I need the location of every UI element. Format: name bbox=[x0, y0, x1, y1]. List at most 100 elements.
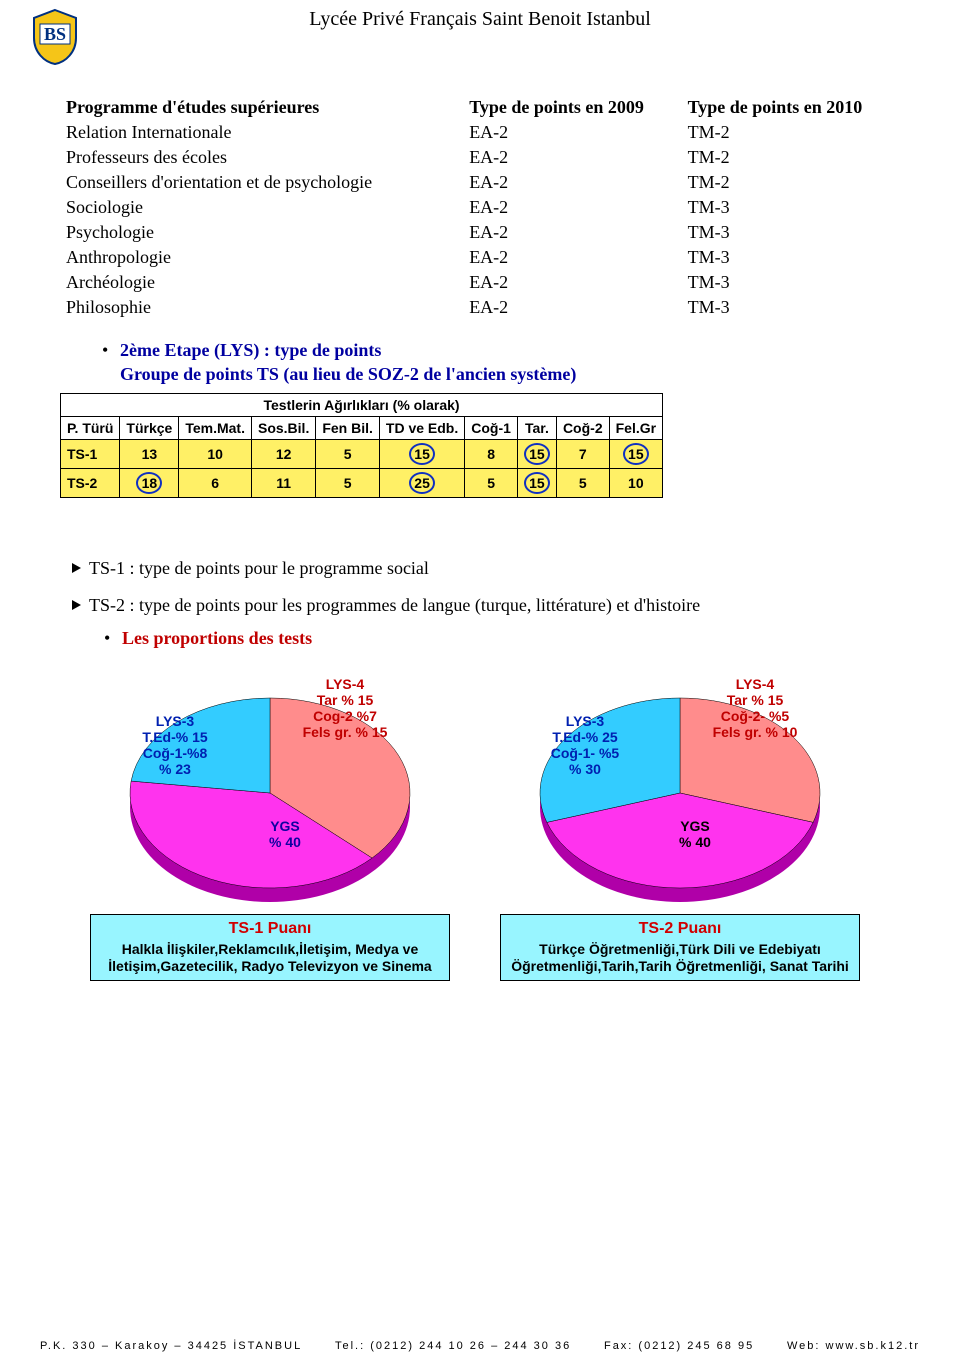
weights-cell: 12 bbox=[251, 439, 315, 468]
triangle-bullet-icon bbox=[72, 600, 81, 610]
weights-cell: 10 bbox=[609, 468, 662, 497]
table-cell: EA-2 bbox=[463, 195, 681, 220]
weights-row: TS-11310125 15 8 15 7 15 bbox=[61, 439, 663, 468]
weights-col: TD ve Edb. bbox=[379, 416, 464, 439]
footer-address: P.K. 330 – Karakoy – 34425 İSTANBUL bbox=[40, 1340, 302, 1352]
weights-row: TS-218611525515510 bbox=[61, 468, 663, 497]
table-cell: Philosophie bbox=[60, 295, 463, 320]
weights-title: Testlerin Ağırlıkları (% olarak) bbox=[61, 393, 663, 416]
weights-row-label: TS-2 bbox=[61, 468, 120, 497]
weights-col: Tem.Mat. bbox=[179, 416, 252, 439]
pie-slice-label: YGS% 40 bbox=[225, 818, 345, 850]
table-cell: TM-3 bbox=[682, 220, 900, 245]
weights-table: Testlerin Ağırlıkları (% olarak) P. Türü… bbox=[60, 393, 663, 498]
weights-cell: 13 bbox=[120, 439, 179, 468]
weights-cell: 15 bbox=[517, 468, 556, 497]
page-footer: P.K. 330 – Karakoy – 34425 İSTANBUL Tel.… bbox=[0, 1340, 960, 1352]
weights-cell: 10 bbox=[179, 439, 252, 468]
table-row: Conseillers d'orientation et de psycholo… bbox=[60, 170, 900, 195]
table-cell: EA-2 bbox=[463, 120, 681, 145]
table-row: PsychologieEA-2TM-3 bbox=[60, 220, 900, 245]
table-cell: Archéologie bbox=[60, 270, 463, 295]
table-row: AnthropologieEA-2TM-3 bbox=[60, 245, 900, 270]
ts2-desc: TS-2 : type de points pour les programme… bbox=[89, 595, 700, 615]
pie-caption-body: Halkla İlişkiler,Reklamcılık,İletişim, M… bbox=[108, 941, 431, 975]
table-cell: TM-3 bbox=[682, 270, 900, 295]
col-programme: Programme d'études supérieures bbox=[60, 95, 463, 120]
school-logo: BS bbox=[30, 8, 80, 66]
circled-value: 15 bbox=[524, 443, 550, 465]
weights-row-label: TS-1 bbox=[61, 439, 120, 468]
weights-cell: 18 bbox=[120, 468, 179, 497]
pie-chart: LYS-4Tar % 15Cog-2 %7Fels gr. % 15 YGS% 4… bbox=[90, 668, 450, 981]
table-cell: Conseillers d'orientation et de psycholo… bbox=[60, 170, 463, 195]
weights-col: Coğ-1 bbox=[465, 416, 518, 439]
page-title: Lycée Privé Français Saint Benoit Istanb… bbox=[60, 0, 900, 35]
triangle-bullet-icon bbox=[72, 563, 81, 573]
pie-chart: LYS-4Tar % 15Coğ-2- %5Fels gr. % 10 YGS% … bbox=[500, 668, 860, 981]
table-cell: TM-2 bbox=[682, 120, 900, 145]
table-cell: Professeurs des écoles bbox=[60, 145, 463, 170]
table-cell: Anthropologie bbox=[60, 245, 463, 270]
pie-slice-label: LYS-4Tar % 15Coğ-2- %5Fels gr. % 10 bbox=[685, 676, 825, 740]
ts1-desc: TS-1 : type de points pour le programme … bbox=[89, 558, 429, 578]
pie-caption-title: TS-2 Puanı bbox=[507, 919, 853, 939]
proportions-title: Les proportions des tests bbox=[122, 628, 312, 648]
weights-cell: 11 bbox=[251, 468, 315, 497]
table-cell: EA-2 bbox=[463, 220, 681, 245]
footer-tel: Tel.: (0212) 244 10 26 – 244 30 36 bbox=[335, 1340, 571, 1352]
weights-cell: 5 bbox=[465, 468, 518, 497]
bullet-dot-icon: • bbox=[104, 626, 122, 650]
pie-slice-label: YGS% 40 bbox=[635, 818, 755, 850]
pie-slice-label: LYS-4Tar % 15Cog-2 %7Fels gr. % 15 bbox=[275, 676, 415, 740]
desc-block: TS-1 : type de points pour le programme … bbox=[60, 558, 900, 650]
pie-caption: TS-1 PuanıHalkla İlişkiler,Reklamcılık,İ… bbox=[90, 914, 450, 981]
table-row: PhilosophieEA-2TM-3 bbox=[60, 295, 900, 320]
table-cell: EA-2 bbox=[463, 295, 681, 320]
footer-fax: Fax: (0212) 245 68 95 bbox=[604, 1340, 754, 1352]
weights-col: Türkçe bbox=[120, 416, 179, 439]
programme-table: Programme d'études supérieures Type de p… bbox=[60, 95, 900, 320]
col-2010: Type de points en 2010 bbox=[682, 95, 900, 120]
table-cell: TM-3 bbox=[682, 295, 900, 320]
bullet-dot-icon: • bbox=[102, 338, 120, 362]
weights-cell: 7 bbox=[556, 439, 609, 468]
table-row: Relation InternationaleEA-2TM-2 bbox=[60, 120, 900, 145]
table-cell: Sociologie bbox=[60, 195, 463, 220]
weights-col: Coğ-2 bbox=[556, 416, 609, 439]
table-cell: EA-2 bbox=[463, 145, 681, 170]
weights-cell: 25 bbox=[379, 468, 464, 497]
weights-col: Sos.Bil. bbox=[251, 416, 315, 439]
table-row: ArchéologieEA-2TM-3 bbox=[60, 270, 900, 295]
weights-cell: 5 bbox=[556, 468, 609, 497]
svg-text:BS: BS bbox=[44, 24, 66, 44]
footer-web: Web: www.sb.k12.tr bbox=[787, 1340, 920, 1352]
table-cell: TM-3 bbox=[682, 245, 900, 270]
pie-caption: TS-2 PuanıTürkçe Öğretmenliği,Türk Dili … bbox=[500, 914, 860, 981]
table-cell: EA-2 bbox=[463, 170, 681, 195]
etape2-line1: 2ème Etape (LYS) : type de points bbox=[120, 340, 381, 360]
circled-value: 18 bbox=[136, 472, 162, 494]
table-cell: Relation Internationale bbox=[60, 120, 463, 145]
circled-value: 15 bbox=[623, 443, 649, 465]
table-row: Professeurs des écolesEA-2TM-2 bbox=[60, 145, 900, 170]
etape2-line2: Groupe de points TS (au lieu de SOZ-2 de… bbox=[120, 362, 900, 386]
table-cell: EA-2 bbox=[463, 245, 681, 270]
table-row: SociologieEA-2TM-3 bbox=[60, 195, 900, 220]
etape2-block: •2ème Etape (LYS) : type de points Group… bbox=[60, 338, 900, 387]
weights-cell: 5 bbox=[316, 439, 380, 468]
pie-wrap: LYS-4Tar % 15Coğ-2- %5Fels gr. % 10 YGS% … bbox=[530, 668, 830, 908]
circled-value: 15 bbox=[409, 443, 435, 465]
table-cell: EA-2 bbox=[463, 270, 681, 295]
weights-col: Fen Bil. bbox=[316, 416, 380, 439]
weights-cell: 8 bbox=[465, 439, 518, 468]
circled-value: 15 bbox=[524, 472, 550, 494]
table-cell: TM-3 bbox=[682, 195, 900, 220]
pie-slice-label: LYS-3T.Ed-% 15Coğ-1-%8% 23 bbox=[115, 713, 235, 777]
table-cell: TM-2 bbox=[682, 145, 900, 170]
pie-wrap: LYS-4Tar % 15Cog-2 %7Fels gr. % 15 YGS% 4… bbox=[120, 668, 420, 908]
pie-charts-row: LYS-4Tar % 15Cog-2 %7Fels gr. % 15 YGS% 4… bbox=[60, 668, 900, 981]
pie-caption-title: TS-1 Puanı bbox=[97, 919, 443, 939]
pie-caption-body: Türkçe Öğretmenliği,Türk Dili ve Edebiya… bbox=[511, 941, 849, 975]
pie-slice-label: LYS-3T.Ed-% 25Coğ-1- %5% 30 bbox=[525, 713, 645, 777]
